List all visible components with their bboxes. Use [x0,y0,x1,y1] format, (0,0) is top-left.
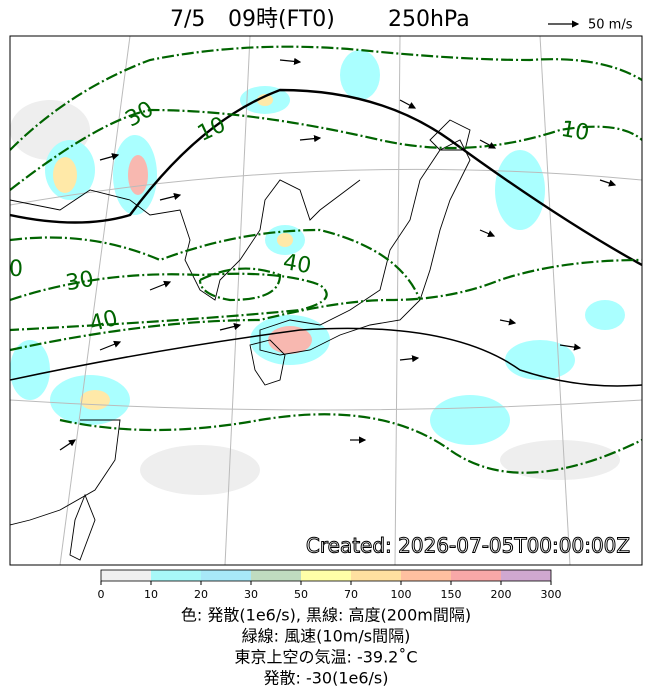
caption-line: 緑線: 風速(10m/s間隔) [242,627,411,646]
contour-label: 40 [281,250,313,279]
colorbar-tick-label: 70 [344,588,358,601]
caption-line: 色: 発散(1e6/s), 黒線: 高度(200m間隔) [181,606,471,625]
colorbar-segment [201,570,251,581]
title-date: 7/5 [170,7,205,32]
colorbar-tick-label: 0 [98,588,105,601]
colorbar-tick-label: 10 [144,588,158,601]
contour-label: 10 [559,117,591,146]
colorbar-tick-label: 200 [491,588,512,601]
caption-line: 東京上空の気温: -39.2˚C [234,648,417,667]
colorbar-tick-label: 300 [541,588,562,601]
colorbar-segment [251,570,301,581]
colorbar-segment [301,570,351,581]
caption-line: 発散: -30(1e6/s) [263,669,388,688]
colorbar-segment [501,570,551,581]
title-time: 09時(FT0) [228,7,335,32]
contour-label: 30 [64,267,96,296]
wind-contours [10,45,642,474]
map-frame [9,35,643,566]
colorbar-segment [101,570,151,581]
colorbar-tick-label: 20 [194,588,208,601]
colorbar-tick-label: 30 [244,588,258,601]
colorbar-tick-label: 50 [294,588,308,601]
created-stamp: Created: 2026-07-05T00:00:00Z [306,534,630,558]
contour-label: 0 [9,257,23,282]
colorbar-segment [151,570,201,581]
graticule [10,36,642,565]
colorbar-segment [351,570,401,581]
colorbar-segment [401,570,451,581]
colorbar-tick-label: 100 [391,588,412,601]
colorbar: 0 10 20 30 50 70 100 150 200 300 [98,569,562,601]
coastlines [10,119,471,561]
wind-arrows [59,57,617,451]
colorbar-tick-label: 150 [441,588,462,601]
colorbar-frame [100,569,552,582]
reference-label: 50 m/s [588,18,633,33]
height-contours [10,88,642,387]
colorbar-segment [451,570,501,581]
title-level: 250hPa [388,7,470,32]
